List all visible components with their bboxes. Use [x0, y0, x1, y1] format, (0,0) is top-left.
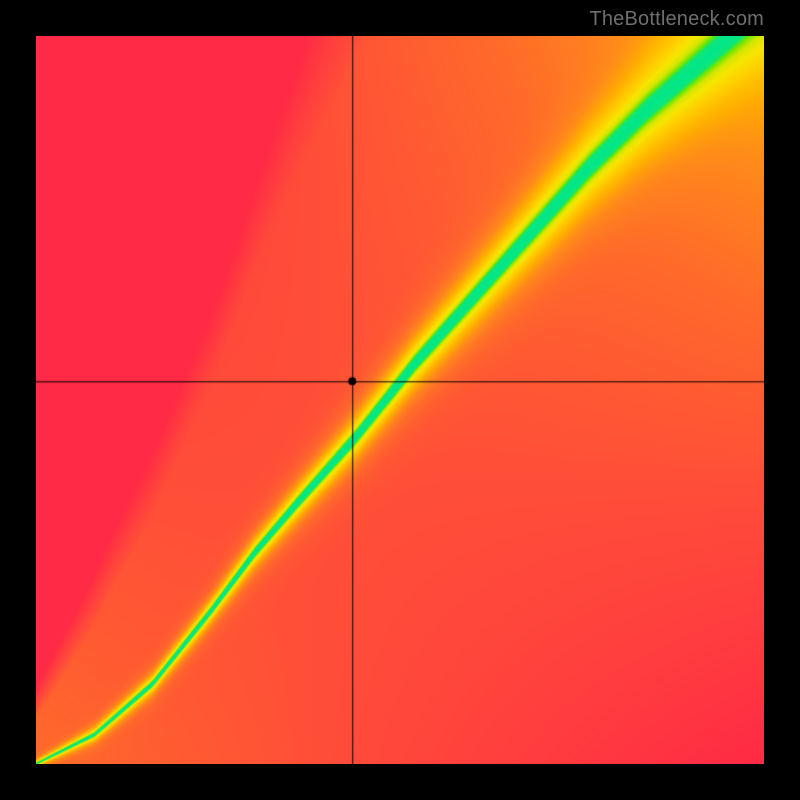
chart-container: TheBottleneck.com: [0, 0, 800, 800]
heatmap-plot: [36, 36, 764, 764]
watermark-text: TheBottleneck.com: [589, 8, 764, 31]
heatmap-canvas: [36, 36, 764, 764]
